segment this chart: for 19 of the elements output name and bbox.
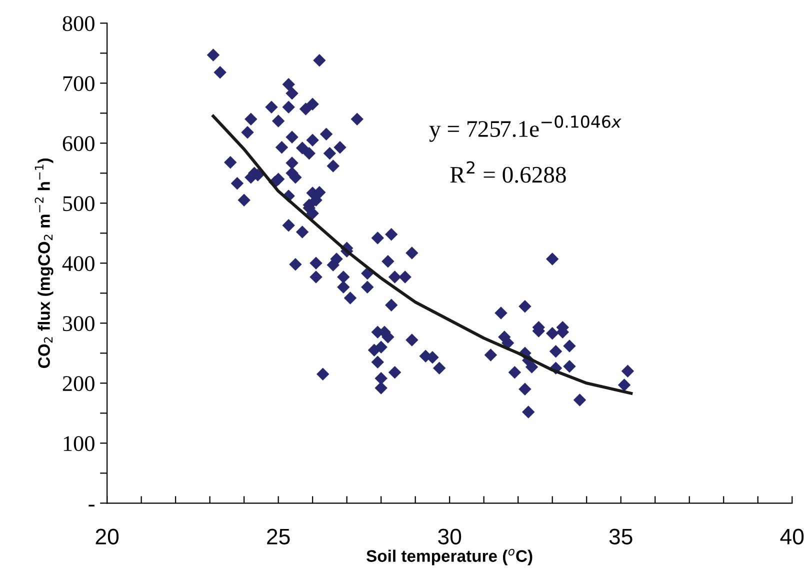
x-axis-title: Soil temperature ($^{o}$C) — [366, 548, 532, 566]
line-series — [212, 114, 633, 395]
x-tick-label: 40 — [780, 528, 804, 544]
y-tick-label: 400 — [62, 256, 94, 272]
x-tick-label: 20 — [96, 528, 119, 544]
y-tick-label: 600 — [62, 136, 94, 152]
annotation: y = 7257.1e$^{−0.1046x}$ — [429, 115, 622, 142]
annotation: R$^{2}$ = 0.6288 — [450, 161, 566, 183]
y-tick-label: 800 — [62, 16, 94, 32]
x-tick-label: 25 — [267, 528, 290, 544]
x-tick-label: 35 — [609, 528, 632, 544]
x-tick-label: 30 — [438, 528, 462, 544]
y-tick-label: 200 — [62, 376, 94, 392]
y-tick-label: - — [88, 504, 94, 506]
text: CO$_{2}$ flux (mgCO$_{2}$ m$^{−2}$ h$^{−1}$) — [34, 158, 54, 368]
y-tick-label: 500 — [63, 196, 94, 212]
y-tick-label: 300 — [62, 316, 94, 332]
y-tick-label: 100 — [64, 436, 94, 452]
y-tick-label: 700 — [63, 76, 94, 92]
